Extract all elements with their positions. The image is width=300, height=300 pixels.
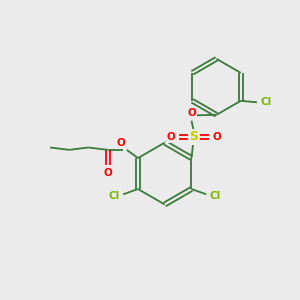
Text: Cl: Cl xyxy=(210,191,221,201)
Text: O: O xyxy=(167,132,176,142)
Text: O: O xyxy=(187,108,196,118)
Text: Cl: Cl xyxy=(260,97,272,107)
Text: O: O xyxy=(116,138,125,148)
Text: S: S xyxy=(189,130,198,143)
Text: Cl: Cl xyxy=(108,191,120,201)
Text: O: O xyxy=(212,132,221,142)
Text: O: O xyxy=(103,168,112,178)
